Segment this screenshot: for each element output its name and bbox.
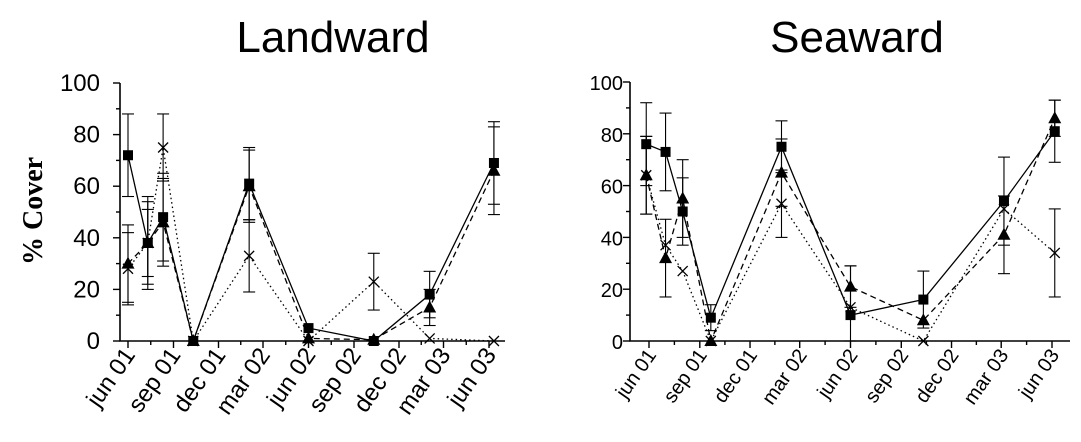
axes-frame [120,83,505,341]
y-tick-label: 40 [73,225,100,252]
y-tick-label: 40 [601,228,623,250]
x-tick-label: jun 03 [442,343,502,413]
y-tick-label: 100 [60,70,100,97]
series-line [128,171,494,341]
data-point [844,280,857,292]
data-point [918,295,928,305]
y-tick-label: 80 [73,122,100,149]
y-tick-label: 0 [612,332,623,354]
x-tick-label: sep 02 [861,345,913,407]
series-line [128,148,494,342]
seaward-title: Seaward [770,13,944,62]
y-tick-label: 60 [601,177,623,199]
y-tick-label: 80 [601,125,623,147]
series-cross [122,114,499,346]
x-tick-label: mar 03 [960,345,1014,409]
x-tick-label: dec 02 [911,345,963,407]
series-line [128,155,494,341]
y-axis-label: % Cover [18,157,49,265]
x-tick-label: jun 03 [1014,345,1064,403]
data-point [678,266,688,276]
y-tick-label: 20 [601,280,623,302]
y-tick-label: 60 [73,173,100,200]
series-triangle [122,127,501,346]
data-point [661,147,671,157]
y-tick-label: 100 [590,73,623,95]
data-point [423,300,436,312]
data-point [1048,111,1061,123]
y-tick-label: 0 [87,328,100,355]
y-tick-label: 20 [73,276,100,303]
x-tick-label: jun 02 [813,345,863,403]
landward-title: Landward [236,13,429,62]
x-tick-label: dec 01 [710,345,762,407]
data-point [123,150,133,160]
x-tick-label: sep 01 [659,345,711,407]
x-tick-label: mar 02 [758,345,812,409]
series-square [122,114,500,346]
data-point [997,228,1010,240]
